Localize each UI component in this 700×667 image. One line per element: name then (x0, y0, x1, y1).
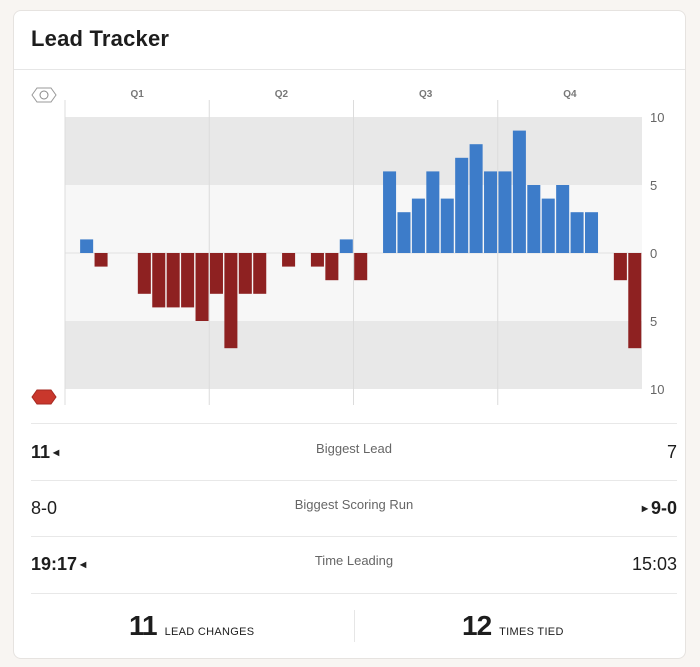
lead-bar-top-team (426, 171, 440, 253)
lead-bar-bottom-team (310, 253, 324, 267)
stat-row-biggest-scoring-run: 8-0 Biggest Scoring Run ▶ 9-0 (31, 480, 677, 536)
times-tied-count: 12 (462, 610, 492, 641)
lead-bar-top-team (585, 212, 599, 253)
leader-arrow-icon: ◀ (53, 448, 60, 457)
leader-arrow-icon: ◀ (80, 560, 87, 569)
lead-bar-top-team (512, 130, 526, 253)
right-value: 9-0 (650, 498, 677, 518)
y-tick-label: 5 (650, 178, 657, 193)
bottom-team-logo-icon (31, 389, 57, 405)
y-tick-label: 0 (650, 246, 657, 261)
y-tick-label: 10 (650, 382, 664, 397)
stat-row-time-leading: 19:17 ◀ Time Leading 15:03 (31, 536, 677, 592)
lead-bar-top-team (440, 198, 454, 253)
lead-bar-bottom-team (166, 253, 180, 308)
lead-bar-top-team (397, 212, 411, 253)
divider (31, 423, 677, 424)
lead-bar-bottom-team (209, 253, 223, 294)
y-tick-label: 10 (650, 110, 664, 125)
stat-label: Time Leading (314, 553, 394, 568)
left-value: 11 (31, 442, 51, 462)
quarter-label: Q2 (275, 89, 289, 100)
stat-row-biggest-lead: 11 ◀ Biggest Lead 7 (31, 424, 677, 480)
lead-bar-bottom-team (613, 253, 627, 281)
lead-bar-bottom-team (152, 253, 166, 308)
lead-bar-bottom-team (282, 253, 296, 267)
y-tick-label: 5 (650, 314, 657, 329)
lead-bar-bottom-team (253, 253, 267, 294)
lead-bar-top-team (527, 185, 541, 253)
divider (31, 480, 677, 481)
lead-bar-top-team (469, 144, 483, 253)
lead-bar-top-team (411, 198, 425, 253)
stat-label: Biggest Lead (316, 441, 392, 456)
quarter-label: Q4 (563, 89, 577, 100)
lead-bar-bottom-team (94, 253, 108, 267)
divider (31, 536, 677, 537)
lead-bar-bottom-team (224, 253, 238, 349)
times-tied: 12 TIMES TIED (462, 610, 564, 642)
lead-bar-top-team (484, 171, 498, 253)
header-divider (14, 69, 685, 70)
totals-divider (354, 610, 355, 642)
lead-changes: 11 LEAD CHANGES (129, 610, 254, 642)
lead-changes-count: 11 (129, 610, 158, 641)
right-value: 7 (666, 442, 677, 462)
lead-bar-bottom-team (354, 253, 368, 281)
lead-bar-top-team (80, 239, 94, 253)
lead-bar-top-team (570, 212, 584, 253)
lead-bar-bottom-team (628, 253, 642, 349)
top-team-logo-icon (31, 87, 57, 103)
quarter-label: Q3 (419, 89, 433, 100)
lead-bar-top-team (455, 157, 469, 253)
card-title: Lead Tracker (31, 26, 170, 51)
lead-bar-bottom-team (195, 253, 209, 321)
right-value: 15:03 (631, 554, 677, 574)
lead-changes-label: LEAD CHANGES (164, 626, 255, 638)
divider (31, 593, 677, 594)
lead-bar-bottom-team (325, 253, 339, 281)
left-value: 19:17 (31, 554, 78, 574)
leader-arrow-icon: ▶ (641, 504, 648, 513)
lead-bar-bottom-team (238, 253, 252, 294)
quarter-label: Q1 (130, 89, 144, 100)
lead-bar-top-team (498, 171, 512, 253)
lead-bar-top-team (339, 239, 353, 253)
stat-label: Biggest Scoring Run (294, 497, 414, 512)
lead-bar-top-team (383, 171, 397, 253)
lead-bar-bottom-team (181, 253, 195, 308)
lead-bar-bottom-team (137, 253, 151, 294)
lead-bar-top-team (556, 185, 570, 253)
times-tied-label: TIMES TIED (499, 626, 564, 638)
left-value: 8-0 (31, 498, 58, 518)
lead-chart: Q1 Q2 Q3 Q4 10 5 0 5 10 (31, 87, 664, 405)
lead-bar-top-team (541, 198, 555, 253)
